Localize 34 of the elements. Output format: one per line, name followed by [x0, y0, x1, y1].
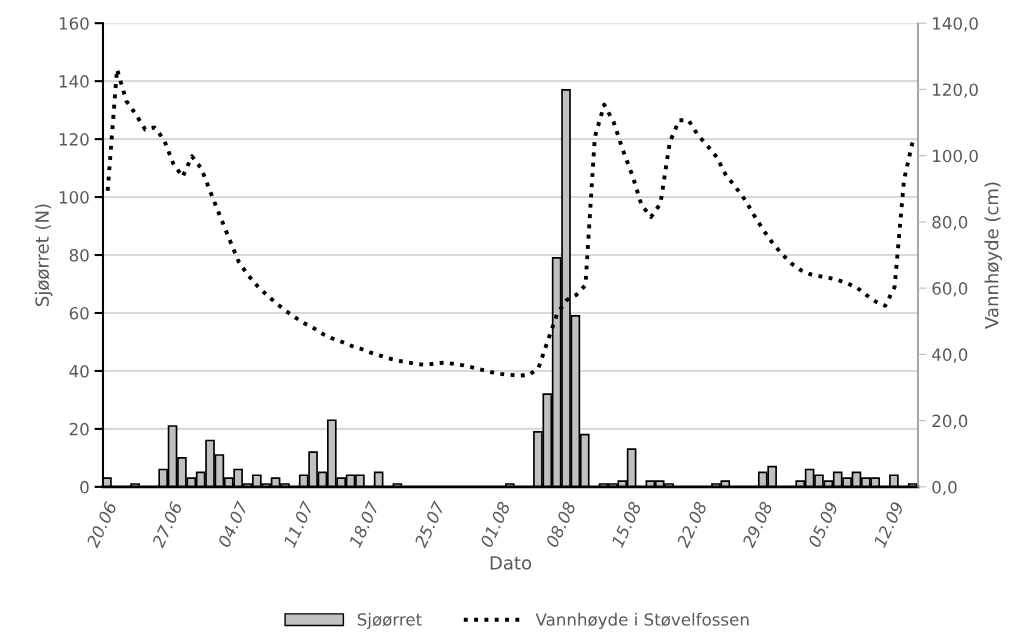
- y2-tick-label: 120,0: [933, 83, 978, 98]
- x-tick-label: 11.07: [282, 500, 315, 549]
- x-tick-label: 12.09: [873, 501, 904, 549]
- legend-label: Vannhøyde i Støvelfossen: [535, 612, 749, 629]
- y2-tick-label: 100,0: [933, 149, 978, 164]
- x-tick-label: 22.08: [676, 500, 708, 549]
- x-tick-label: 27.06: [151, 500, 183, 549]
- y2-tick-label: 20,0: [932, 414, 968, 429]
- y-tick-label: 40: [69, 364, 89, 378]
- y2-axis-title: Vannhøyde (cm): [984, 182, 1002, 329]
- y2-tick-label: 60,0: [932, 282, 968, 297]
- y2-tick-label: 0,0: [932, 480, 957, 496]
- x-tick-label: 04.07: [217, 500, 249, 548]
- x-tick-label: 29.08: [741, 500, 773, 549]
- y-axis-title: Sjøørret (N): [34, 204, 53, 306]
- x-tick-label: 08.08: [545, 500, 577, 548]
- legend-label: Sjøørret: [357, 612, 422, 629]
- y-tick-label: 160: [59, 17, 89, 30]
- y-tick-label: 120: [59, 133, 89, 146]
- y-tick-label: 20: [69, 422, 89, 436]
- x-tick-label: 15.08: [610, 500, 642, 549]
- y2-tick-label: 80,0: [932, 215, 968, 231]
- y-tick-label: 100: [59, 191, 89, 204]
- x-tick-label: 01.08: [479, 500, 511, 548]
- y-tick-label: 140: [59, 75, 89, 88]
- x-tick-label: 05.09: [807, 501, 839, 548]
- y-tick-label: 80: [69, 248, 89, 262]
- x-tick-label: 18.07: [348, 500, 380, 549]
- y-tick-label: 60: [69, 306, 89, 320]
- y2-tick-label: 40,0: [932, 348, 968, 363]
- x-axis-title: Dato: [490, 556, 532, 570]
- y2-tick-label: 140,0: [933, 17, 978, 32]
- x-tick-label: 25.07: [413, 500, 446, 549]
- y-tick-label: 0: [80, 480, 89, 494]
